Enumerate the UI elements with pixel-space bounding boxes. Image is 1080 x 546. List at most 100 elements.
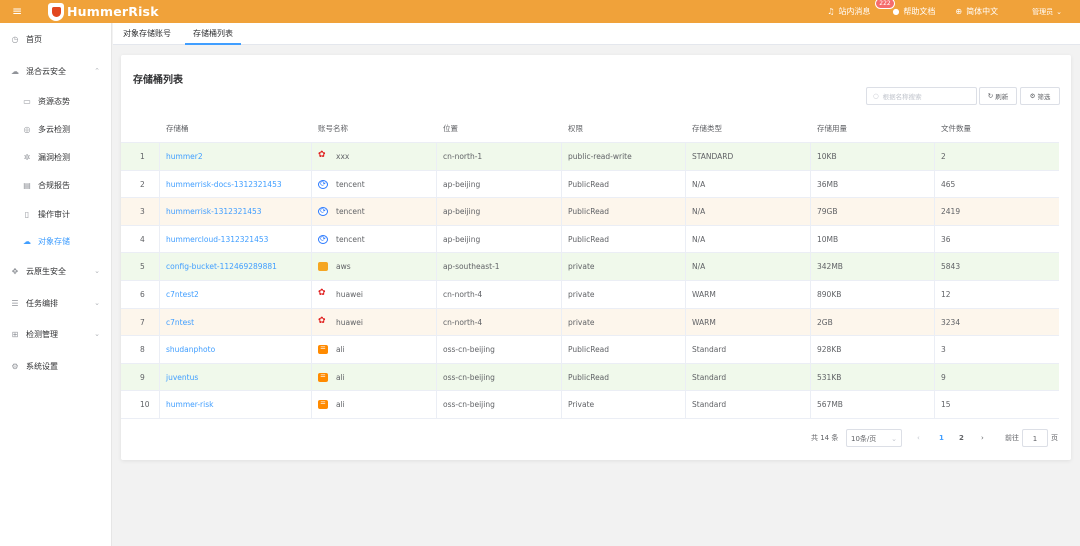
column-header[interactable]: 存储用量: [817, 124, 847, 133]
page-2-button[interactable]: 2: [959, 434, 964, 442]
table-row[interactable]: 6 c7ntest2 huawei cn-north-4 private WARM 890K…: [121, 280, 1059, 309]
tab-bucket-list[interactable]: 存储桶列表: [185, 23, 241, 45]
table-row[interactable]: 5 config-bucket-112469289881 aws ap-southea…: [121, 253, 1059, 281]
sidebar-item-tasks[interactable]: ☰ 任务编排 ⌄: [0, 293, 112, 313]
account-cell: ali: [318, 335, 345, 363]
chevron-down-icon: ⌄: [1056, 7, 1062, 16]
search-input[interactable]: ○ 根据名称搜索: [866, 87, 977, 105]
column-header[interactable]: 存储类型: [692, 124, 722, 133]
sidebar-item-multicloud[interactable]: ◎ 多云检测: [0, 119, 112, 139]
bucket-name-link[interactable]: juventus: [166, 372, 199, 382]
logo[interactable]: HummerRisk: [48, 2, 159, 21]
bucket-name-link[interactable]: shudanphoto: [166, 345, 216, 355]
sidebar-item-resource[interactable]: ▭ 资源态势: [0, 91, 112, 111]
account-name: xxx: [336, 152, 350, 161]
bucket-name-link[interactable]: config-bucket-112469289881: [166, 262, 277, 272]
column-divider: [810, 391, 811, 419]
cloud-native-icon: ✥: [11, 266, 19, 276]
column-divider: [934, 253, 935, 281]
table-row[interactable]: 4 hummercloud-1312321453 tencent ap-beijing…: [121, 225, 1059, 254]
sidebar-item-audit[interactable]: ▯ 操作审计: [0, 204, 112, 224]
table-row[interactable]: 7 c7ntest huawei cn-north-4 private WARM 2GB 32…: [121, 308, 1059, 337]
sidebar-item-label: 对象存储: [38, 236, 70, 246]
page-1-button[interactable]: 1: [939, 434, 944, 442]
column-divider: [436, 336, 437, 364]
bug-icon: ✲: [23, 152, 31, 162]
sidebar-item-hybrid-cloud[interactable]: ☁ 混合云安全 ⌃: [0, 61, 112, 81]
sidebar-item-vuln[interactable]: ✲ 漏洞检测: [0, 147, 112, 167]
goto-page-input[interactable]: 1: [1022, 429, 1048, 447]
detect-icon: ⊞: [11, 329, 19, 339]
column-divider: [561, 253, 562, 281]
row-index: 4: [140, 234, 145, 244]
sidebar-item-home[interactable]: ◷ 首页: [0, 29, 112, 49]
ali-icon: [318, 335, 328, 362]
storage-usage-cell: 342MB: [817, 262, 843, 272]
column-divider: [934, 363, 935, 391]
permission-cell: private: [568, 262, 595, 272]
account-name: ali: [336, 345, 345, 355]
next-page-button[interactable]: ›: [981, 434, 984, 442]
table-row[interactable]: 8 shudanphoto ali oss-cn-beijing PublicRead S…: [121, 335, 1059, 364]
user-menu[interactable]: 管理员 ⌄: [1032, 7, 1062, 17]
help-link[interactable]: ● 帮助文档: [892, 6, 935, 17]
permission-cell: PublicRead: [568, 234, 610, 244]
column-divider: [436, 170, 437, 198]
column-divider: [311, 391, 312, 419]
column-divider: [436, 363, 437, 391]
column-divider: [561, 170, 562, 198]
column-divider: [311, 225, 312, 253]
column-divider: [436, 225, 437, 253]
bucket-name-link[interactable]: c7ntest2: [166, 290, 199, 299]
page-size-select[interactable]: 10条/页 ⌄: [846, 429, 902, 447]
prev-page-button[interactable]: ‹: [917, 434, 920, 442]
messages-link[interactable]: ♫ 站内消息 222: [827, 0, 895, 17]
table-row[interactable]: 10 hummer-risk ali oss-cn-beijing Private Sta…: [121, 390, 1059, 419]
tab-storage-accounts[interactable]: 对象存储账号: [123, 29, 171, 38]
sidebar-item-detect[interactable]: ⊞ 检测管理 ⌄: [0, 324, 112, 344]
sidebar-item-cloud-native[interactable]: ✥ 云原生安全 ⌄: [0, 261, 112, 281]
filter-button[interactable]: ⚙ 筛选: [1020, 87, 1060, 105]
audit-icon: ▯: [24, 209, 30, 219]
column-divider: [159, 363, 160, 391]
bucket-name-link[interactable]: c7ntest: [166, 317, 195, 327]
language-switch[interactable]: ⊕ 简体中文: [955, 6, 998, 17]
column-header[interactable]: 位置: [443, 124, 458, 133]
sidebar-item-label: 任务编排: [26, 298, 58, 308]
column-header[interactable]: 存储桶: [166, 124, 189, 133]
column-header[interactable]: 账号名称: [318, 124, 348, 133]
sidebar-item-settings[interactable]: ⚙ 系统设置: [0, 356, 112, 376]
account-name: tencent: [336, 207, 365, 217]
bucket-name-link[interactable]: hummercloud-1312321453: [166, 234, 269, 244]
storage-type-cell: N/A: [692, 234, 706, 244]
storage-type-cell: Standard: [692, 400, 727, 410]
column-divider: [685, 170, 686, 198]
storage-type-cell: WARM: [692, 317, 716, 327]
account-name: huawei: [336, 290, 363, 299]
row-index: 9: [140, 372, 145, 382]
column-divider: [810, 225, 811, 253]
cloud-icon: ☁: [11, 66, 19, 76]
storage-type-cell: STANDARD: [692, 152, 734, 161]
column-header[interactable]: 权限: [568, 124, 583, 133]
task-icon: ☰: [11, 298, 19, 308]
table-row[interactable]: 3 hummerrisk-1312321453 tencent ap-beijing P…: [121, 198, 1059, 226]
ali-icon: [318, 363, 328, 390]
help-label: 帮助文档: [903, 7, 936, 16]
refresh-button[interactable]: ↻ 刷新: [979, 87, 1017, 105]
sidebar-item-compliance[interactable]: ▤ 合规报告: [0, 175, 112, 195]
bucket-name-link[interactable]: hummerrisk-docs-1312321453: [166, 179, 282, 189]
table-row[interactable]: 2 hummerrisk-docs-1312321453 tencent ap-bei…: [121, 170, 1059, 199]
top-bar: ≡ HummerRisk ♫ 站内消息 222 ● 帮助文档 ⊕ 简体中文 管理…: [0, 0, 1080, 23]
sidebar-item-object-storage[interactable]: ☁ 对象存储: [0, 231, 112, 251]
table-row[interactable]: 1 hummer2 xxx cn-north-1 public-read-write ST…: [121, 142, 1059, 171]
table-row[interactable]: 9 juventus ali oss-cn-beijing PublicRead Stan…: [121, 363, 1059, 392]
bucket-name-link[interactable]: hummerrisk-1312321453: [166, 207, 262, 217]
logo-text: HummerRisk: [67, 4, 159, 19]
hamburger-icon[interactable]: ≡: [11, 4, 23, 18]
column-header[interactable]: 文件数量: [941, 124, 971, 133]
messages-count-badge: 222: [875, 0, 895, 9]
location-cell: ap-beijing: [443, 207, 481, 217]
bucket-name-link[interactable]: hummer-risk: [166, 400, 214, 410]
bucket-name-link[interactable]: hummer2: [166, 152, 203, 161]
